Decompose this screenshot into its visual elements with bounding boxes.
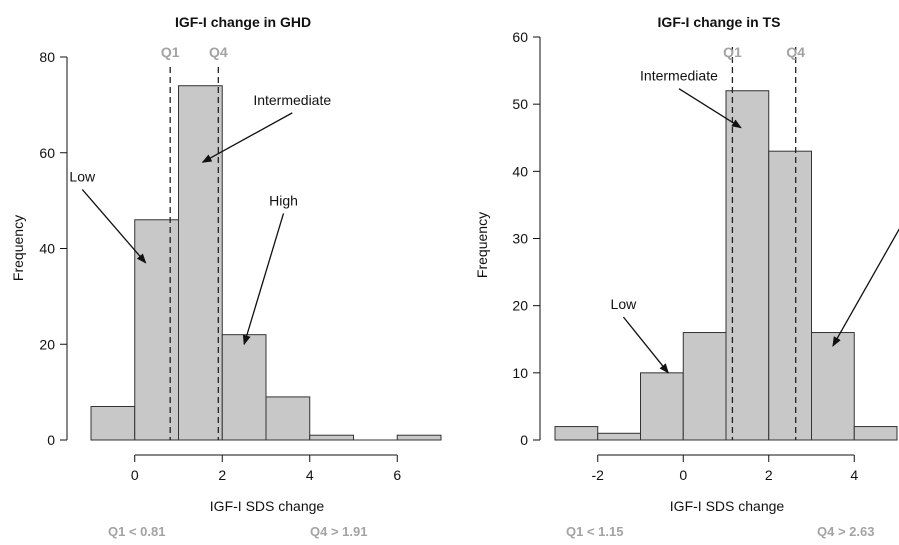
y-tick-label: 60 — [39, 145, 55, 161]
histogram-bar — [309, 434, 354, 441]
x-tick-label: 0 — [679, 467, 687, 483]
histogram-bar — [640, 372, 684, 441]
annotation-label: High — [269, 192, 298, 208]
y-tick-label: 0 — [47, 432, 55, 448]
ts-q1-threshold: Q1 < 1.15 — [566, 524, 624, 539]
chart-title: IGF-I change in GHD — [175, 14, 311, 30]
histogram-bar — [725, 90, 770, 441]
annotation-label: Low — [69, 168, 96, 184]
y-tick-label: 80 — [39, 49, 55, 65]
annotation-arrow — [678, 88, 742, 129]
annotation-label: Intermediate — [640, 68, 718, 84]
histogram-bar — [265, 396, 311, 441]
chart-title: IGF-I change in TS — [658, 14, 781, 30]
histogram-bar — [134, 219, 179, 441]
ghd-q1-threshold: Q1 < 0.81 — [108, 524, 166, 539]
x-tick-label: 2 — [765, 467, 773, 483]
histogram-bar — [90, 405, 136, 441]
x-tick-label: 2 — [218, 467, 226, 483]
histogram-bar — [178, 85, 223, 441]
chart-ts: Q1 Q4 0 10 20 30 40 50 60 -2 0 2 4 IGF-I change in TS… — [474, 14, 899, 514]
annotation-arrow — [832, 228, 899, 347]
annotation-arrow — [201, 112, 293, 163]
y-tick-label: 40 — [512, 163, 528, 179]
y-tick-label: 60 — [512, 29, 528, 45]
x-tick-label: 6 — [393, 467, 401, 483]
y-tick-label: 10 — [512, 365, 528, 381]
histogram-bar — [554, 426, 599, 441]
quartile-label: Q1 — [161, 44, 180, 60]
y-tick-label: 20 — [39, 336, 55, 352]
ts-q4-threshold: Q4 > 2.63 — [817, 524, 875, 539]
annotation-arrow — [622, 316, 669, 374]
y-tick-label: 50 — [512, 96, 528, 112]
x-axis-label: IGF-I SDS change — [210, 498, 325, 514]
y-tick-label: 30 — [512, 231, 528, 247]
y-tick-label: 20 — [512, 298, 528, 314]
histogram-bar — [396, 434, 442, 441]
ghd-q4-threshold: Q4 > 1.91 — [310, 524, 368, 539]
y-tick-label: 40 — [39, 241, 55, 257]
y-tick-label: 0 — [520, 432, 528, 448]
chart-ghd: Q1 Q4 0 20 40 60 80 0 2 4 6 IGF-I change in GHD IGF-… — [10, 14, 442, 514]
y-axis-label: Frequency — [10, 215, 26, 281]
histogram-bar — [811, 332, 855, 441]
annotation-arrow — [81, 189, 147, 264]
x-tick-label: 4 — [850, 467, 858, 483]
annotation-arrow — [242, 213, 285, 346]
histogram-bar — [597, 432, 641, 441]
y-axis-label: Frequency — [474, 212, 490, 278]
x-tick-label: -2 — [592, 467, 605, 483]
quartile-label: Q4 — [786, 44, 805, 60]
annotation-label: Low — [611, 296, 638, 312]
x-tick-label: 4 — [306, 467, 314, 483]
quartile-label: Q4 — [209, 44, 228, 60]
x-axis-label: IGF-I SDS change — [670, 498, 785, 514]
histogram-bar — [768, 150, 812, 441]
histogram-bar — [853, 426, 898, 441]
histogram-bar — [682, 332, 727, 441]
histogram-bar — [221, 334, 267, 441]
x-tick-label: 0 — [131, 467, 139, 483]
annotation-label: Intermediate — [253, 92, 331, 108]
quartile-label: Q1 — [723, 44, 742, 60]
